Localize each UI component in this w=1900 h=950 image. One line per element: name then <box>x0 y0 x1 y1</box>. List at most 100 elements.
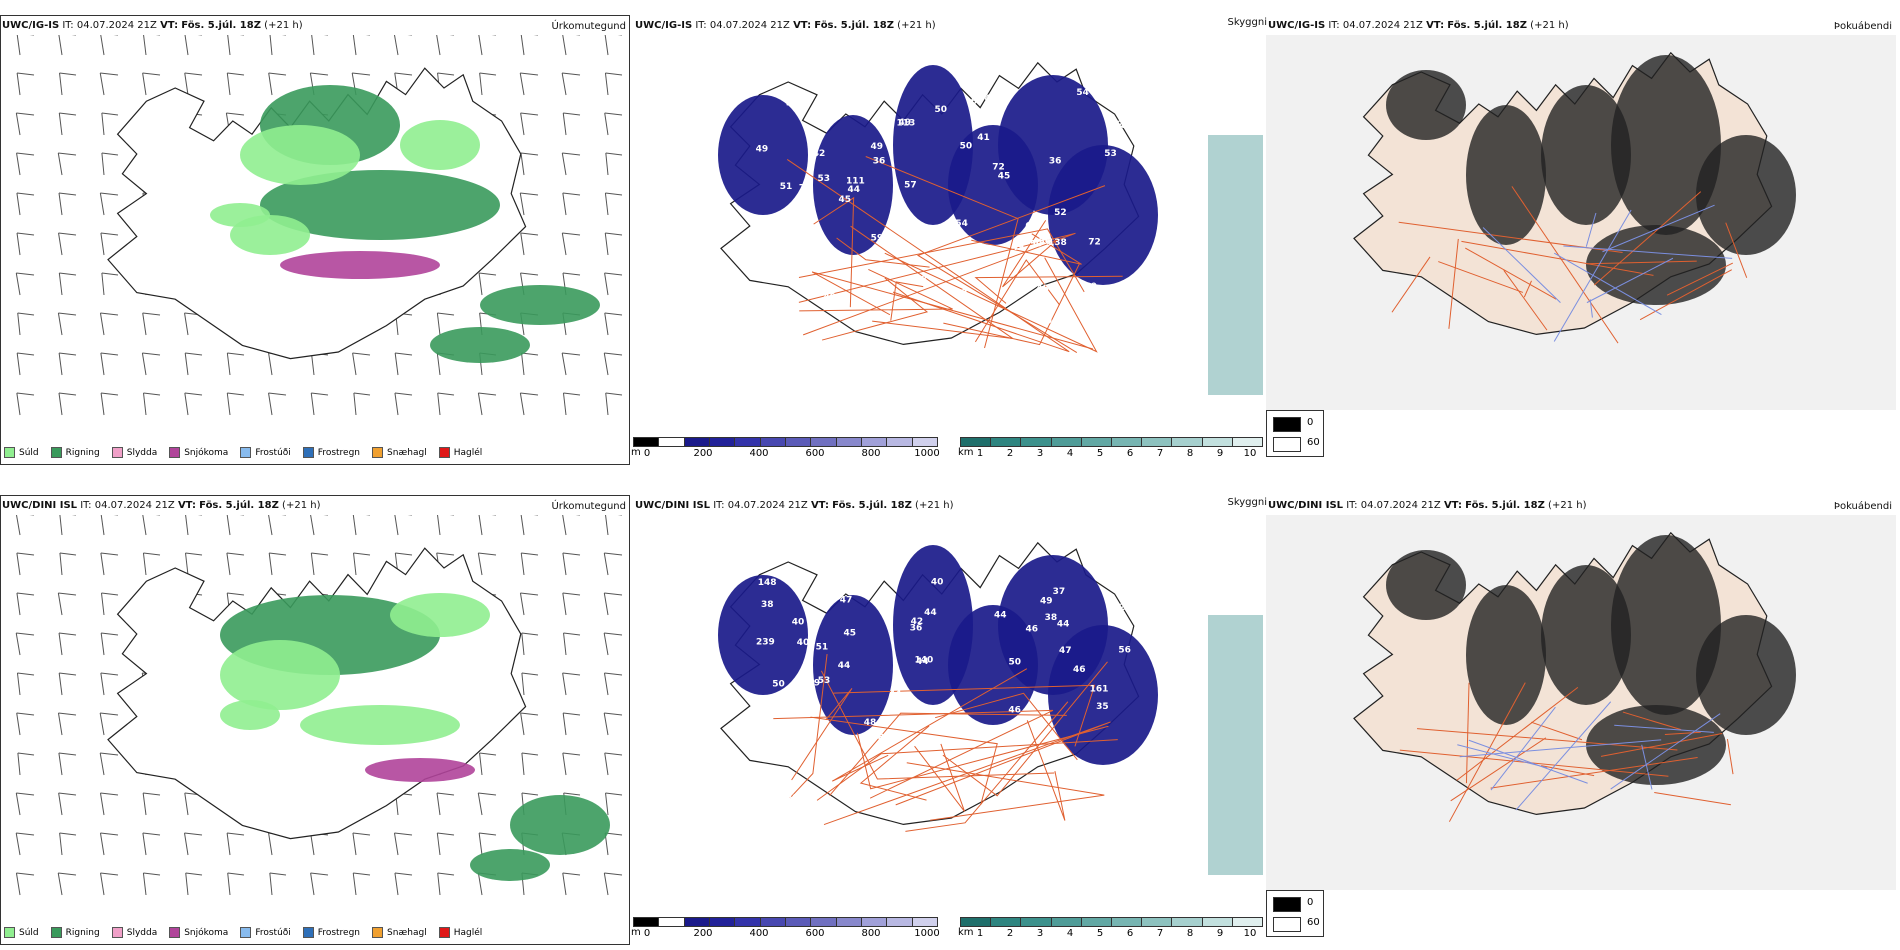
cloud-base-value: 49 <box>824 293 837 303</box>
wind-barb <box>99 72 119 96</box>
road-line <box>1726 738 1734 775</box>
cloud-base-value: 46 <box>1025 624 1038 634</box>
legend-swatch <box>240 447 252 458</box>
road-line <box>1511 186 1619 344</box>
wind-barb <box>520 152 539 176</box>
legend-item: Haglél <box>438 447 482 458</box>
wind-barb <box>15 515 34 536</box>
colorbar-tick: 6 <box>1126 928 1134 939</box>
colorbar-tick: 7 <box>1156 448 1164 459</box>
legend-label: Frostúði <box>255 927 291 938</box>
wind-barb <box>603 672 623 696</box>
road-line <box>914 743 965 812</box>
cloud-base-value: 43 <box>961 782 974 792</box>
model-name: UWC/DINI ISL <box>1268 500 1344 511</box>
road-line <box>916 185 1106 354</box>
panel-title: Þokuábendi <box>1833 501 1892 512</box>
wind-barb <box>562 672 581 696</box>
road-line <box>1503 270 1548 331</box>
legend-swatch <box>372 447 384 458</box>
fog-area <box>1611 55 1721 235</box>
wind-barb <box>226 72 245 96</box>
road-line <box>1600 732 1723 757</box>
wind-barb <box>268 515 286 536</box>
road-line <box>1456 686 1579 781</box>
it-label: IT: <box>1346 500 1358 511</box>
vt-value: Fös. 5.júl. 18Z <box>1447 20 1527 31</box>
cloud-base-value: 50 <box>1030 240 1043 250</box>
river-line <box>1589 299 1593 318</box>
wind-barb <box>604 752 623 776</box>
low-cloud-area <box>718 575 808 695</box>
wind-barb <box>99 752 119 776</box>
fog-legend-swatch <box>1273 437 1301 452</box>
road-line <box>974 259 1061 343</box>
river-line <box>1515 701 1612 811</box>
legend-swatch <box>372 927 384 938</box>
vt-label: VT: <box>160 20 179 31</box>
legend-swatch <box>50 927 62 938</box>
wind-barb <box>478 515 496 536</box>
wind-barb <box>16 552 35 576</box>
legend-item: Slydda <box>111 927 157 938</box>
cloud-base-value: 36 <box>910 623 923 633</box>
fog-map <box>1266 35 1896 410</box>
fog-area <box>1696 135 1796 255</box>
fog-area <box>1386 550 1466 620</box>
road-line <box>823 721 1111 826</box>
wind-barb <box>101 272 119 296</box>
cloud-base-value: 48 <box>773 90 786 100</box>
legend-item: Frostregn <box>302 447 360 458</box>
ceiling-colorbar: m 0 200 400 600 800 1000 <box>631 437 940 460</box>
fog-area <box>1466 105 1546 245</box>
visibility-area <box>1208 135 1263 395</box>
legend-label: Súld <box>19 447 39 458</box>
wind-barb <box>521 632 539 656</box>
wind-barb <box>353 552 371 576</box>
cloud-base-value: 49 <box>1040 316 1053 326</box>
precip-type-panel: UWC/IG-IS IT: 04.07.2024 21Z VT: Fös. 5.… <box>0 15 630 465</box>
wind-barb <box>521 752 539 776</box>
colorbar-tick: 1 <box>976 928 984 939</box>
legend-swatch <box>169 927 181 938</box>
wind-barb <box>353 392 371 416</box>
wind-barb <box>57 712 77 736</box>
wind-barb <box>99 712 119 736</box>
precip-legend: Súld Rigning Slydda Snjókoma Frostúði Frostre… <box>4 927 482 938</box>
wind-barb <box>100 872 119 896</box>
cloud-base-value: 50 <box>1009 657 1022 667</box>
colorbar-tick: 800 <box>861 448 881 459</box>
lead-time: (+21 h) <box>264 20 303 31</box>
road-line <box>1417 728 1678 751</box>
road-line <box>935 692 1078 761</box>
colorbar-tick: 4 <box>1066 448 1074 459</box>
cloud-base-value: 53 <box>817 174 830 184</box>
wind-barb <box>604 112 623 136</box>
legend-item: Rigning <box>50 447 100 458</box>
fog-area <box>1586 705 1726 785</box>
wind-barb <box>226 515 244 536</box>
cloud-base-value: 40 <box>792 617 805 627</box>
low-cloud-area <box>718 95 808 215</box>
fog-legend-swatch <box>1273 897 1301 912</box>
river-line <box>1457 744 1548 769</box>
wind-barb <box>604 272 623 296</box>
wind-barb <box>59 72 77 96</box>
road-line <box>1490 756 1698 789</box>
cloud-base-value: 36 <box>1049 156 1062 166</box>
legend-swatch <box>169 447 181 458</box>
fog-area <box>1541 565 1631 705</box>
wind-barb <box>352 832 371 856</box>
wind-barb <box>100 515 118 536</box>
road-line <box>942 661 1108 797</box>
wind-barb <box>59 832 77 856</box>
wind-barb <box>436 792 455 816</box>
wind-barb <box>15 112 35 136</box>
visibility-colorbar: km 1 2 3 4 5 6 7 8 9 10 <box>958 437 1263 460</box>
precip-type-panel: UWC/DINI ISL IT: 04.07.2024 21Z VT: Fös.… <box>0 495 630 945</box>
fog-panel: UWC/DINI ISL IT: 04.07.2024 21Z VT: Fös.… <box>1266 495 1896 945</box>
cloud-base-value: 49 <box>756 144 769 154</box>
road-line <box>1438 261 1524 293</box>
cloud-base-value: 111 <box>846 177 865 187</box>
ceiling-panel: UWC/IG-IS IT: 04.07.2024 21Z VT: Fös. 5.… <box>631 15 1267 465</box>
